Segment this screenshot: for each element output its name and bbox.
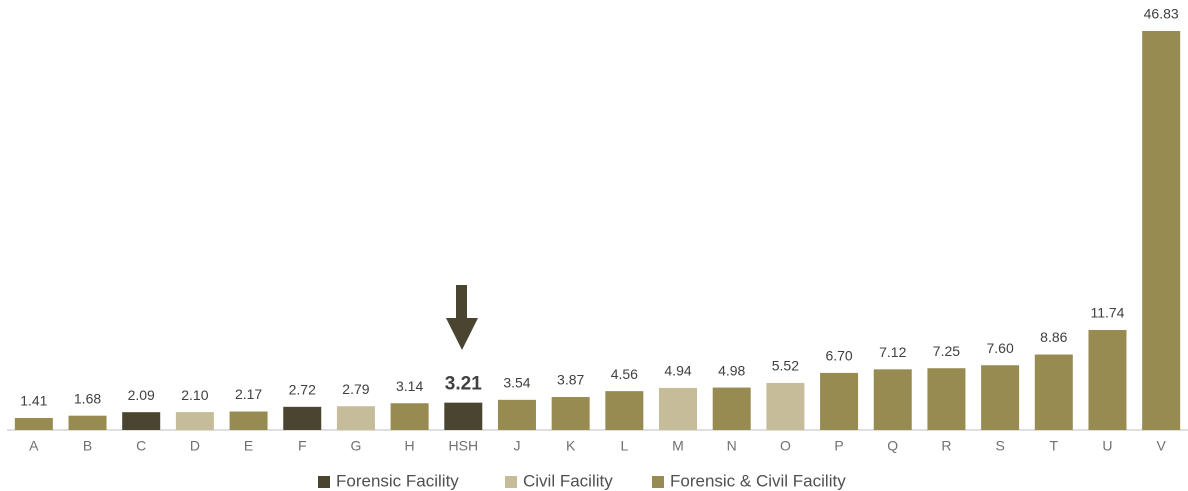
x-tick-label: U bbox=[1102, 438, 1112, 454]
bar bbox=[390, 403, 429, 430]
x-tick-label: E bbox=[244, 438, 253, 454]
legend-label: Forensic & Civil Facility bbox=[670, 471, 846, 490]
bar bbox=[497, 399, 536, 430]
x-tick-label: C bbox=[136, 438, 146, 454]
bar bbox=[551, 397, 590, 430]
bar bbox=[14, 417, 53, 430]
bar bbox=[981, 365, 1020, 430]
value-label: 7.60 bbox=[986, 340, 1013, 356]
value-label: 2.17 bbox=[235, 386, 262, 402]
legend-swatch bbox=[652, 476, 664, 488]
x-tick-label: J bbox=[513, 438, 520, 454]
x-tick-label: H bbox=[405, 438, 415, 454]
bar bbox=[766, 382, 805, 430]
value-label: 11.74 bbox=[1090, 305, 1124, 321]
x-tick-label: G bbox=[350, 438, 361, 454]
x-tick-label: M bbox=[672, 438, 684, 454]
x-tick-label: L bbox=[620, 438, 628, 454]
value-label: 5.52 bbox=[772, 358, 799, 374]
value-label: 4.94 bbox=[664, 363, 691, 379]
value-label: 1.68 bbox=[74, 390, 101, 406]
bar bbox=[712, 387, 751, 430]
bar bbox=[927, 368, 966, 430]
x-tick-label: D bbox=[190, 438, 200, 454]
x-tick-label: A bbox=[29, 438, 39, 454]
legend-swatch bbox=[318, 476, 330, 488]
x-tick-label: N bbox=[727, 438, 737, 454]
x-tick-label: V bbox=[1156, 438, 1166, 454]
bar bbox=[283, 406, 322, 430]
legend-label: Civil Facility bbox=[523, 471, 613, 490]
value-label: 7.12 bbox=[879, 344, 906, 360]
value-label: 6.70 bbox=[825, 348, 852, 364]
value-label: 3.54 bbox=[503, 375, 530, 391]
x-tick-label: R bbox=[941, 438, 951, 454]
x-tick-label: HSH bbox=[449, 438, 479, 454]
x-tick-label: P bbox=[834, 438, 843, 454]
x-tick-label: Q bbox=[887, 438, 898, 454]
bar bbox=[175, 412, 214, 430]
value-label: 3.21 bbox=[445, 374, 482, 395]
value-label: 4.98 bbox=[718, 362, 745, 378]
arrow bbox=[446, 285, 478, 350]
bar bbox=[659, 387, 698, 430]
value-label: 8.86 bbox=[1040, 329, 1067, 345]
bar bbox=[122, 412, 161, 430]
value-label: 2.72 bbox=[289, 382, 316, 398]
value-label: 4.56 bbox=[611, 366, 638, 382]
bar bbox=[444, 402, 483, 430]
bar bbox=[873, 369, 912, 430]
bar bbox=[1142, 31, 1181, 430]
x-tick-label: S bbox=[995, 438, 1004, 454]
legend-swatch bbox=[505, 476, 517, 488]
value-label: 1.41 bbox=[20, 393, 47, 409]
bar bbox=[336, 406, 375, 430]
x-tick-label: B bbox=[83, 438, 92, 454]
bar bbox=[1088, 329, 1127, 430]
x-tick-label: F bbox=[298, 438, 307, 454]
x-tick-label: O bbox=[780, 438, 791, 454]
value-label: 2.09 bbox=[128, 387, 155, 403]
value-label: 3.87 bbox=[557, 372, 584, 388]
value-label: 2.10 bbox=[181, 387, 208, 403]
value-label: 7.25 bbox=[933, 343, 960, 359]
bar bbox=[229, 411, 268, 430]
legend-label: Forensic Facility bbox=[336, 471, 459, 490]
value-label: 3.14 bbox=[396, 378, 423, 394]
bar bbox=[68, 415, 107, 430]
bar bbox=[820, 372, 859, 430]
x-tick-label: T bbox=[1050, 438, 1059, 454]
value-label: 2.79 bbox=[342, 381, 369, 397]
value-label: 46.83 bbox=[1144, 6, 1179, 22]
x-tick-label: K bbox=[566, 438, 576, 454]
bar bbox=[605, 391, 644, 430]
bar bbox=[1034, 354, 1073, 430]
